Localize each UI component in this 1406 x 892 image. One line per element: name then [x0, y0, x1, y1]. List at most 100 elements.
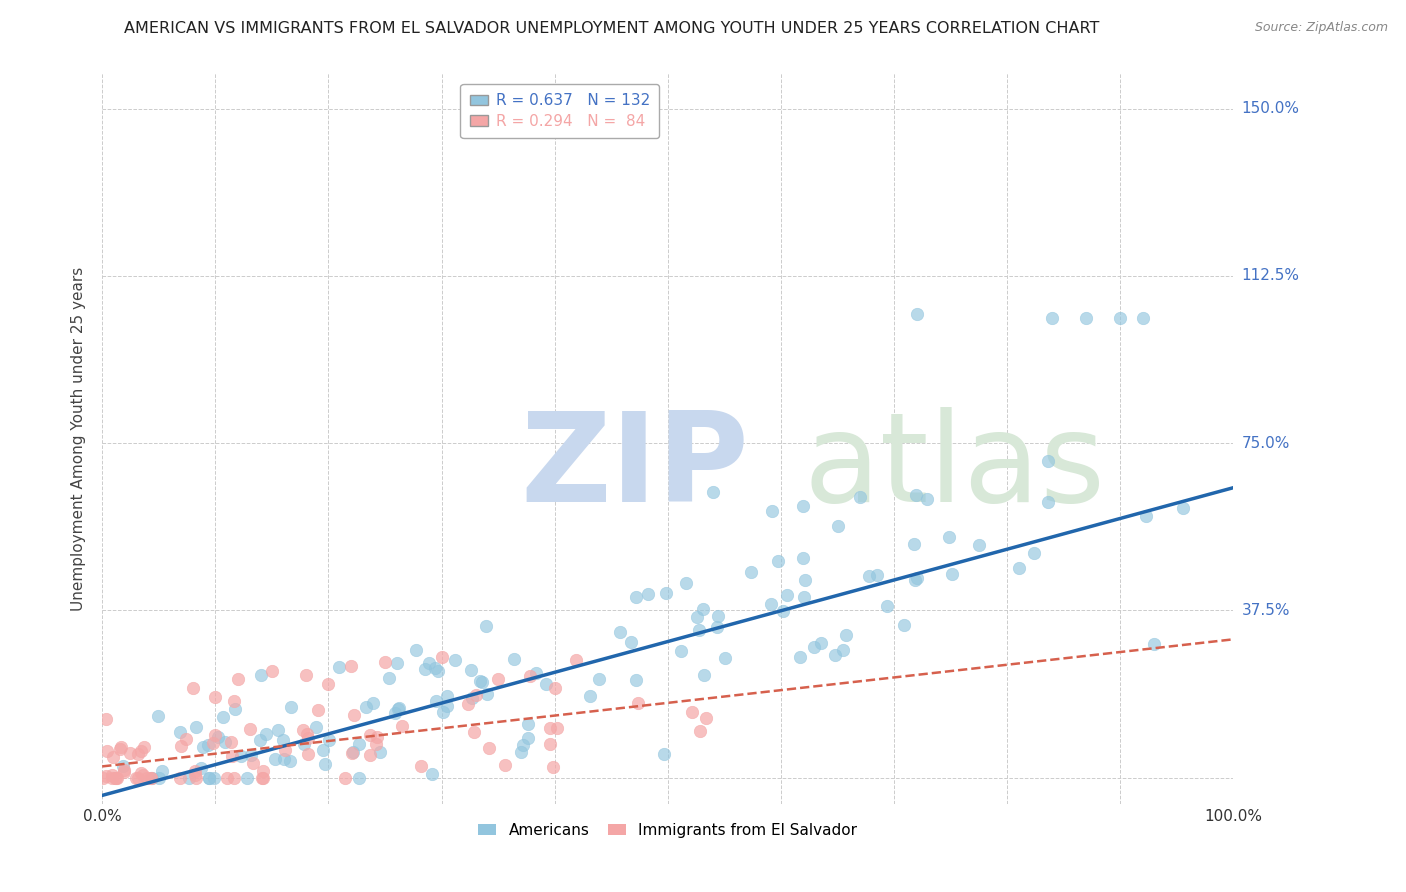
Point	[105, 771, 128, 785]
Point	[292, 738, 315, 752]
Point	[294, 668, 316, 682]
Point	[938, 531, 960, 545]
Point	[695, 711, 717, 725]
Point	[292, 723, 315, 737]
Point	[224, 701, 246, 715]
Point	[411, 759, 433, 773]
Point	[675, 575, 697, 590]
Point	[1038, 495, 1060, 509]
Point	[343, 708, 366, 723]
Point	[384, 706, 406, 720]
Point	[146, 709, 169, 723]
Point	[169, 771, 191, 785]
Text: 112.5%: 112.5%	[1241, 268, 1299, 284]
Point	[1135, 509, 1157, 524]
Point	[470, 674, 492, 689]
Point	[565, 653, 588, 667]
Point	[184, 720, 207, 734]
Point	[307, 703, 329, 717]
Point	[139, 771, 162, 785]
Point	[139, 771, 162, 785]
Text: 75.0%: 75.0%	[1241, 435, 1289, 450]
Point	[430, 650, 453, 665]
Point	[471, 675, 494, 690]
Point	[207, 730, 229, 744]
Point	[378, 671, 401, 685]
Text: atlas: atlas	[803, 408, 1105, 528]
Point	[181, 681, 204, 696]
Point	[772, 604, 794, 618]
Point	[517, 717, 540, 731]
Point	[169, 725, 191, 739]
Point	[105, 771, 128, 785]
Point	[202, 771, 225, 785]
Point	[114, 764, 136, 779]
Point	[297, 747, 319, 761]
Point	[134, 739, 156, 754]
Point	[197, 771, 219, 785]
Point	[425, 694, 447, 708]
Point	[789, 649, 811, 664]
Point	[297, 731, 319, 745]
Point	[519, 668, 541, 682]
Point	[858, 568, 880, 582]
Point	[387, 701, 409, 715]
Point	[425, 660, 447, 674]
Point	[318, 732, 340, 747]
Point	[250, 667, 273, 681]
Point	[263, 752, 285, 766]
Point	[405, 642, 427, 657]
Point	[460, 663, 482, 677]
Point	[692, 602, 714, 616]
Point	[502, 652, 524, 666]
Text: ZIP: ZIP	[520, 408, 749, 528]
Point	[148, 771, 170, 785]
Point	[342, 745, 364, 759]
Point	[463, 725, 485, 739]
Legend: Americans, Immigrants from El Salvador: Americans, Immigrants from El Salvador	[472, 817, 863, 844]
Point	[538, 737, 561, 751]
Point	[93, 771, 115, 785]
Point	[1076, 311, 1098, 326]
Point	[905, 307, 928, 321]
Point	[626, 673, 648, 688]
Point	[96, 744, 118, 758]
Point	[824, 648, 846, 662]
Point	[509, 745, 531, 759]
Point	[655, 586, 678, 600]
Point	[342, 746, 364, 760]
Point	[413, 662, 436, 676]
Point	[475, 619, 498, 633]
Point	[1022, 546, 1045, 560]
Point	[706, 620, 728, 634]
Point	[274, 743, 297, 757]
Point	[461, 690, 484, 705]
Point	[627, 696, 650, 710]
Point	[212, 710, 235, 724]
Point	[624, 590, 647, 604]
Point	[215, 771, 238, 785]
Point	[239, 722, 262, 736]
Point	[254, 727, 277, 741]
Point	[312, 743, 335, 757]
Point	[761, 503, 783, 517]
Point	[131, 766, 153, 780]
Point	[609, 624, 631, 639]
Point	[541, 760, 564, 774]
Point	[204, 690, 226, 705]
Point	[127, 771, 149, 785]
Point	[588, 672, 610, 686]
Point	[374, 655, 396, 669]
Point	[478, 740, 501, 755]
Point	[368, 745, 391, 759]
Y-axis label: Unemployment Among Youth under 25 years: Unemployment Among Youth under 25 years	[72, 267, 86, 611]
Point	[221, 749, 243, 764]
Text: 150.0%: 150.0%	[1241, 101, 1299, 116]
Point	[706, 608, 728, 623]
Point	[903, 537, 925, 551]
Point	[278, 754, 301, 768]
Point	[328, 660, 350, 674]
Point	[136, 771, 159, 785]
Point	[831, 643, 853, 657]
Point	[768, 554, 790, 568]
